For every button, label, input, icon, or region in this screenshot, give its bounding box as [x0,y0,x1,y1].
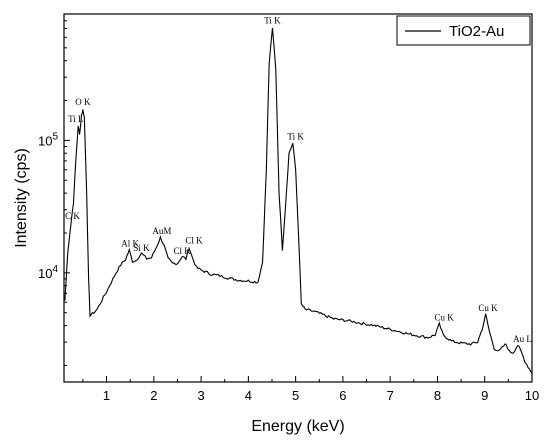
x-tick-label: 5 [292,388,299,403]
peak-label: Cu K [434,313,454,323]
legend-label: TiO2-Au [449,23,504,40]
peak-label: Cl K [174,246,192,256]
peak-label: Cu K [478,303,498,313]
peak-label: Cl K [185,235,203,245]
peak-label: Ti K [264,16,281,26]
peak-label: Ti K [287,131,304,141]
series-line-tio2-au [64,27,532,374]
peak-label: AuM [152,226,171,236]
y-tick-label: 104 [38,264,58,281]
x-tick-label: 4 [245,388,252,403]
peak-label: Au L [513,334,532,344]
peak-label: Ti L [68,114,83,124]
x-tick-label: 6 [339,388,346,403]
y-axis: 104 105 [38,13,70,366]
peak-label: O K [75,97,91,107]
x-axis-title: Energy (keV) [251,418,344,435]
y-axis-title: Intensity (cps) [13,148,30,248]
x-tick-label: 8 [434,388,441,403]
x-tick-label: 10 [525,388,539,403]
x-tick-label: 3 [197,388,204,403]
x-axis: 1 2 3 4 5 6 7 8 9 10 [82,376,539,403]
peak-label: Si K [133,243,150,253]
x-tick-label: 7 [387,388,394,403]
x-tick-label: 9 [481,388,488,403]
y-tick-label: 105 [38,131,58,148]
legend: TiO2-Au [396,15,531,46]
x-tick-label: 2 [150,388,157,403]
peak-label: Al K [121,239,139,249]
x-tick-label: 1 [103,388,110,403]
peak-label: C K [65,211,80,221]
plot-frame [63,13,533,383]
